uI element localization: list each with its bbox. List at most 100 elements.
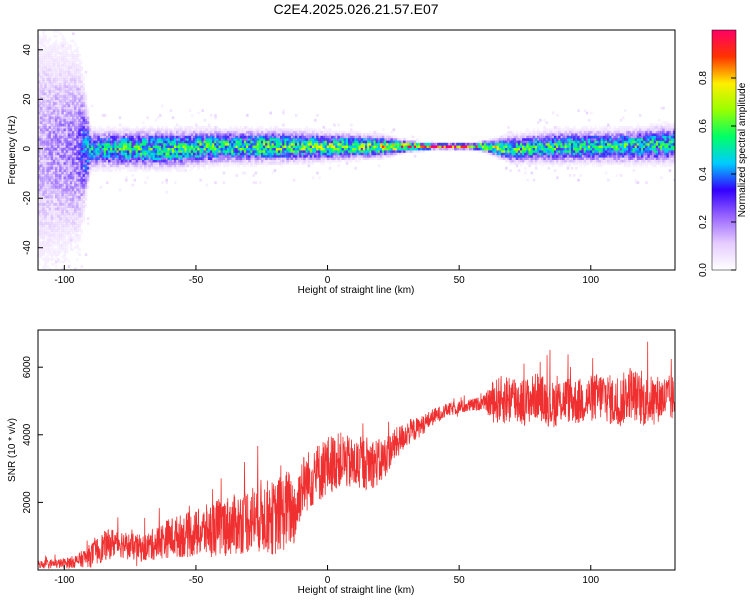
- heatmap-cell: [54, 99, 58, 103]
- heatmap-cell: [84, 116, 88, 120]
- heatmap-cell: [384, 152, 387, 156]
- heatmap-cell: [318, 128, 321, 132]
- heatmap-cell: [358, 147, 362, 151]
- heatmap-cell: [59, 68, 62, 72]
- heatmap-cell: [547, 154, 551, 158]
- heatmap-cell: [243, 150, 247, 153]
- heatmap-cell: [42, 51, 45, 55]
- heatmap-cell: [78, 150, 81, 153]
- heatmap-cell: [156, 162, 160, 165]
- heatmap-cell: [74, 224, 77, 228]
- heatmap-cell: [61, 147, 64, 151]
- heatmap-cell: [52, 44, 56, 48]
- heatmap-cell: [154, 169, 158, 172]
- heatmap-cell: [333, 150, 336, 153]
- heatmap-cell: [553, 152, 557, 156]
- heatmap-cell: [424, 147, 427, 151]
- heatmap-cell: [80, 97, 83, 100]
- heatmap-cell: [61, 267, 64, 270]
- heatmap-cell: [82, 82, 86, 86]
- heatmap-cell: [82, 97, 86, 100]
- heatmap-cell: [180, 142, 183, 146]
- heatmap-cell: [54, 118, 58, 122]
- heatmap-cell: [248, 154, 251, 158]
- heatmap-cell: [59, 92, 62, 96]
- heatmap-cell: [379, 147, 383, 151]
- heatmap-cell: [52, 253, 56, 256]
- heatmap-cell: [530, 159, 534, 163]
- heatmap-cell: [513, 133, 517, 136]
- heatmap-cell: [171, 130, 175, 134]
- heatmap-cell: [530, 135, 534, 139]
- heatmap-cell: [267, 135, 270, 139]
- heatmap-cell: [135, 150, 139, 153]
- heatmap-cell: [549, 152, 553, 156]
- heatmap-cell: [199, 142, 202, 146]
- heatmap-cell: [80, 111, 83, 115]
- heatmap-cell: [524, 135, 527, 139]
- heatmap-cell: [156, 128, 160, 132]
- heatmap-cell: [324, 145, 328, 148]
- heatmap-cell: [286, 133, 289, 136]
- heatmap-cell: [122, 130, 126, 134]
- heatmap-cell: [44, 68, 47, 72]
- heatmap-cell: [110, 157, 113, 160]
- heatmap-cell: [67, 140, 71, 144]
- heatmap-cell: [50, 123, 54, 127]
- heatmap-cell: [74, 205, 77, 208]
- heatmap-cell: [135, 128, 139, 132]
- heatmap-cell: [284, 150, 287, 153]
- heatmap-cell: [74, 68, 77, 72]
- heatmap-cell: [57, 140, 60, 144]
- heatmap-cell: [165, 130, 168, 134]
- heatmap-cell: [54, 75, 58, 79]
- heatmap-cell: [203, 164, 207, 168]
- heatmap-cell: [148, 152, 151, 156]
- heatmap-cell: [118, 133, 122, 136]
- heatmap-cell: [116, 157, 120, 160]
- heatmap-cell: [112, 128, 115, 132]
- heatmap-cell: [163, 130, 166, 134]
- heatmap-cell: [120, 164, 124, 168]
- heatmap-cell: [48, 231, 52, 235]
- heatmap-cell: [356, 142, 360, 146]
- heatmap-cell: [449, 142, 453, 146]
- heatmap-cell: [528, 150, 532, 153]
- heatmap-cell: [108, 145, 111, 148]
- heatmap-cell: [282, 138, 285, 141]
- heatmap-cell: [38, 68, 41, 72]
- heatmap-cell: [78, 205, 81, 208]
- heatmap-cell: [84, 130, 88, 134]
- heatmap-cell: [292, 154, 296, 158]
- heatmap-cell: [299, 130, 302, 134]
- heatmap-cell: [78, 70, 81, 74]
- heatmap-cell: [201, 164, 205, 168]
- heatmap-cell: [44, 193, 47, 196]
- heatmap-cell: [57, 159, 60, 163]
- heatmap-cell: [63, 142, 66, 146]
- heatmap-cell: [275, 126, 279, 129]
- heatmap-cell: [309, 130, 313, 134]
- heatmap-cell: [105, 181, 109, 184]
- heatmap-cell: [369, 145, 372, 148]
- heatmap-cell: [256, 133, 260, 136]
- heatmap-cell: [184, 128, 188, 132]
- heatmap-cell: [159, 150, 162, 153]
- heatmap-cell: [48, 39, 52, 43]
- heatmap-cell: [44, 39, 47, 43]
- heatmap-cell: [63, 56, 66, 60]
- heatmap-cell: [74, 128, 77, 132]
- heatmap-cell: [74, 154, 77, 158]
- heatmap-cell: [195, 152, 198, 156]
- heatmap-cell: [67, 157, 71, 160]
- heatmap-cell: [435, 142, 438, 146]
- heatmap-cell: [297, 138, 300, 141]
- heatmap-cell: [212, 152, 215, 156]
- heatmap-cell: [152, 147, 156, 151]
- heatmap-cell: [57, 94, 60, 98]
- heatmap-cell: [190, 138, 194, 141]
- heatmap-cell: [44, 207, 47, 211]
- heatmap-cell: [84, 70, 88, 74]
- heatmap-cell: [44, 75, 47, 79]
- heatmap-cell: [88, 126, 92, 129]
